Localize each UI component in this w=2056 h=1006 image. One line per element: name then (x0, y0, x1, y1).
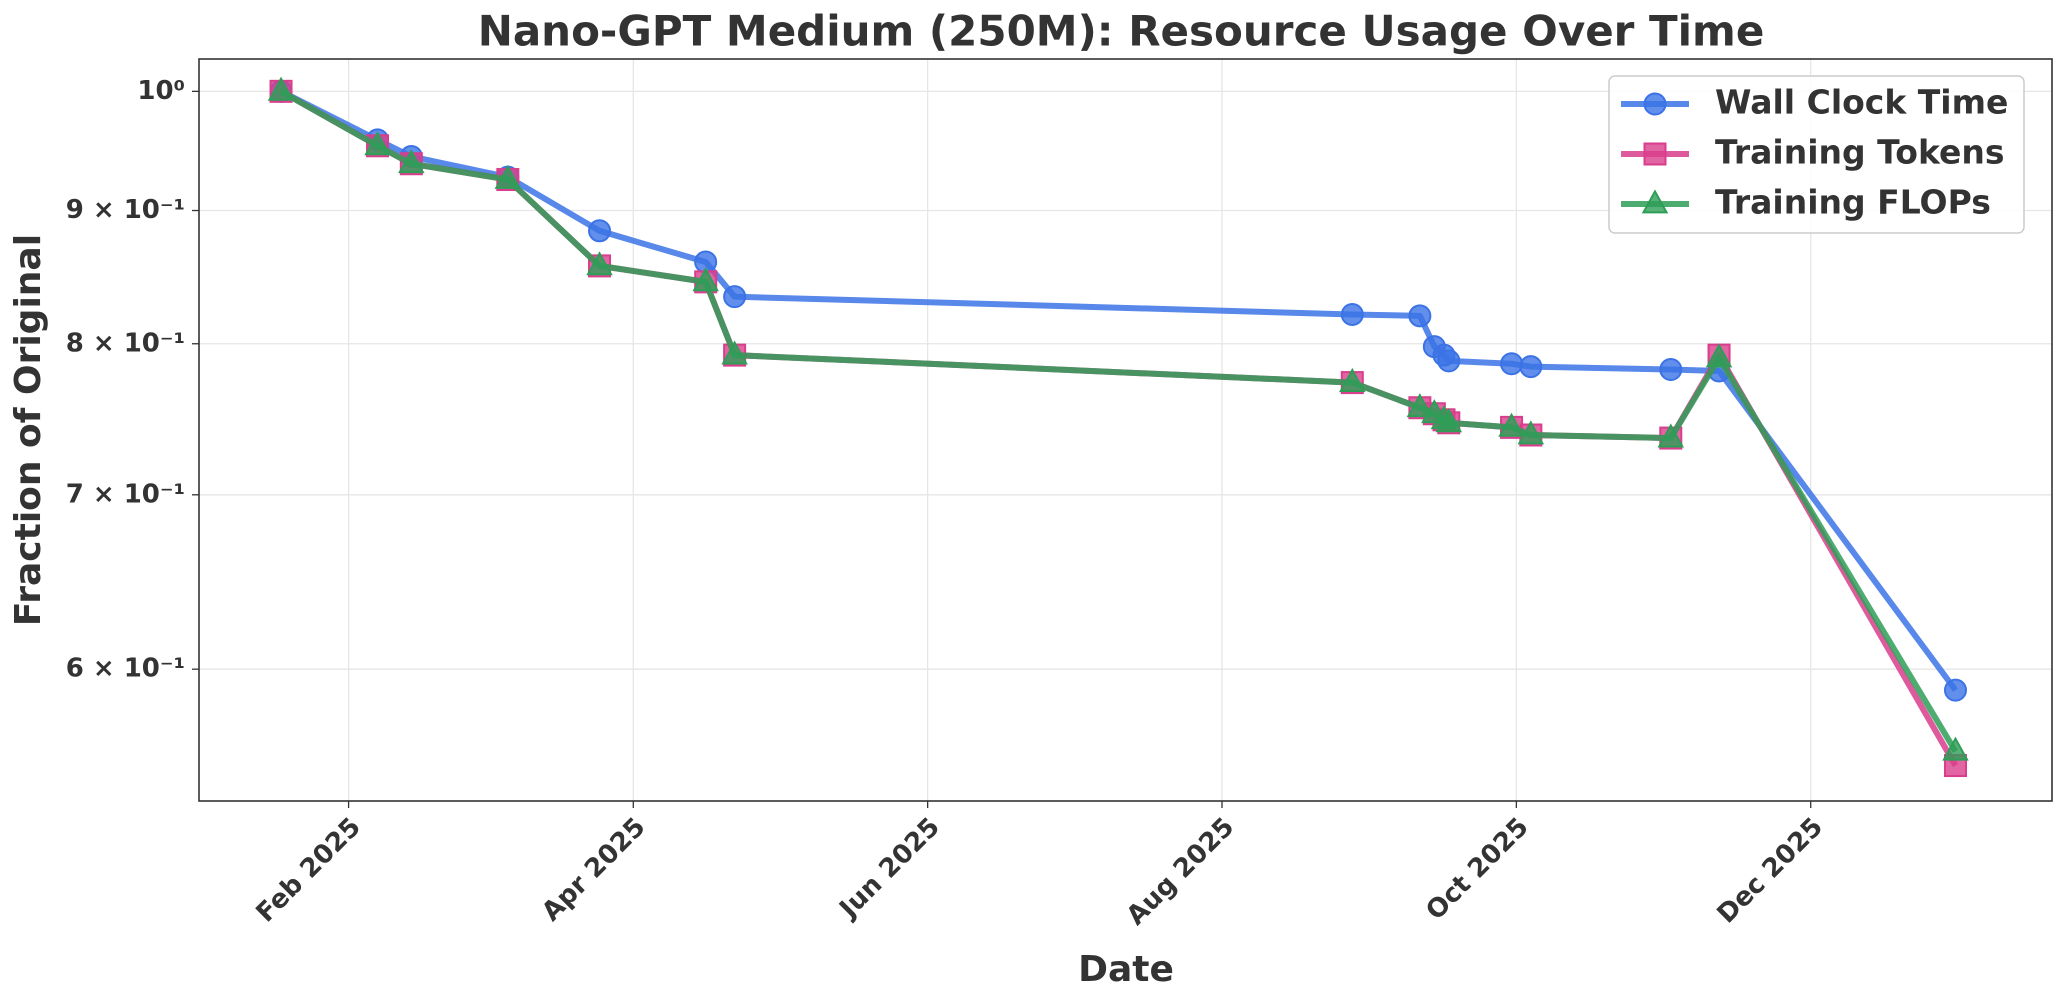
marker (1942, 736, 1969, 761)
x-axis-label: Date (1078, 949, 1174, 990)
y-tick-label: 6 × 10⁻¹ (66, 654, 185, 684)
marker (1500, 352, 1524, 376)
x-tick-label: Apr 2025 (536, 812, 651, 927)
y-tick-label: 8 × 10⁻¹ (66, 328, 185, 358)
marker (1437, 349, 1461, 373)
marker (1340, 302, 1364, 326)
x-tick-label: Jun 2025 (833, 812, 946, 925)
marker (1705, 343, 1733, 368)
marker (1643, 92, 1667, 116)
legend-label: Training FLOPs (1715, 183, 1991, 222)
legend-box (1608, 75, 2025, 234)
legend-label: Wall Clock Time (1715, 83, 2008, 122)
y-tick-label: 10⁰ (137, 76, 185, 106)
marker (1659, 357, 1683, 381)
marker (267, 76, 295, 101)
marker (1435, 408, 1463, 433)
marker (1943, 678, 1967, 702)
series (267, 76, 1969, 761)
marker (398, 149, 425, 174)
marker (586, 251, 613, 276)
marker (1519, 355, 1543, 379)
y-axis-label: Fraction of Original (8, 234, 49, 626)
y-tick-label: 7 × 10⁻¹ (66, 479, 185, 509)
x-tick-label: Oct 2025 (1421, 812, 1535, 926)
marker (723, 285, 747, 309)
plot-frame (198, 58, 2053, 802)
marker (1406, 393, 1434, 418)
x-tick-label: Aug 2025 (1121, 812, 1240, 931)
marker (692, 267, 719, 292)
marker (1498, 412, 1525, 437)
marker (1643, 142, 1667, 166)
legend: Wall Clock Time Training Tokens Training F… (1608, 75, 2025, 234)
marker (1641, 189, 1669, 214)
marker (588, 219, 612, 243)
chart-title: Nano-GPT Medium (250M): Resource Usage O… (478, 7, 1765, 56)
marker (1408, 304, 1432, 328)
legend-label: Training Tokens (1715, 133, 2005, 172)
marker (1657, 423, 1685, 448)
x-tick-label: Dec 2025 (1712, 812, 1829, 929)
marker (1339, 367, 1366, 392)
y-tick-label: 9 × 10⁻¹ (66, 195, 185, 225)
marker (1517, 420, 1545, 445)
marker (364, 131, 391, 156)
marker (721, 340, 748, 365)
marker (494, 164, 522, 189)
x-tick-label: Feb 2025 (251, 812, 367, 928)
